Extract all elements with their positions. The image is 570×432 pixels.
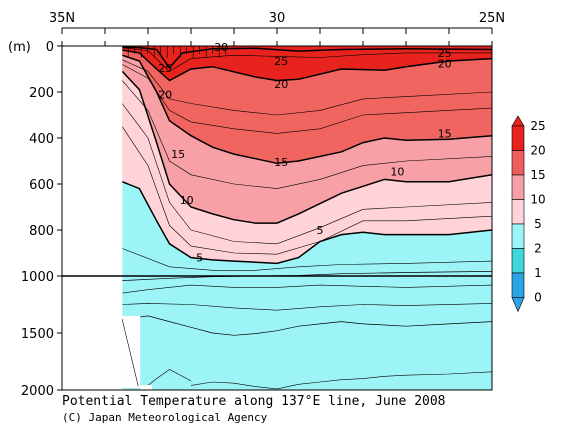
colorbar-label: 0 (534, 291, 542, 305)
contour-label: 5 (317, 224, 324, 237)
chart-credit: (C) Japan Meteorological Agency (62, 411, 268, 424)
contour-label: 15 (438, 127, 452, 140)
y-axis-unit: (m) (8, 40, 31, 55)
lat-tick-label: 30 (269, 11, 286, 26)
colorbar-label: 2 (534, 242, 542, 256)
chart-title: Potential Temperature along 137°E line, … (62, 394, 446, 409)
thin-isotherm-layer (121, 47, 492, 390)
depth-tick-label: 400 (29, 132, 54, 147)
depth-tick-label: 200 (29, 86, 54, 101)
colorbar-top-arrow (511, 115, 525, 127)
band-15-20 (122, 50, 492, 164)
colorbar-swatch (511, 174, 525, 200)
thin-isotherm (147, 369, 192, 386)
contour-label: 10 (180, 194, 194, 207)
temperature-fill-layer (122, 46, 492, 390)
thin-isotherm (122, 64, 492, 134)
no-data-notch (140, 385, 153, 390)
thin-isotherm (121, 80, 492, 189)
contour-label: 20 (438, 57, 452, 70)
isotherm-10 (121, 70, 492, 224)
isotherm-20 (122, 49, 492, 82)
thin-isotherm (122, 284, 492, 294)
depth-tick-label: 0 (46, 40, 54, 55)
colorbar-label: 10 (530, 193, 545, 207)
contour-label: 25 (438, 47, 452, 60)
colorbar-swatch (511, 272, 525, 298)
colorbar-label: 5 (534, 217, 542, 231)
no-data-left (62, 46, 123, 390)
colorbar-swatch (511, 199, 525, 225)
bottom-contour-slope (121, 319, 139, 387)
contour-label: 25 (274, 55, 288, 68)
depth-tick-label: 1000 (21, 270, 54, 285)
axes: 35N 30 25N 0 200 400 600 800 1000 1500 2000 (m) (8, 11, 505, 399)
isotherm-5 (121, 181, 492, 265)
contour-label: 15 (274, 156, 288, 169)
depth-tick-label: 2000 (21, 384, 54, 399)
colorbar-bottom-arrow (511, 297, 525, 313)
colorbar-label: 25 (530, 119, 545, 133)
contour-label: 20 (274, 78, 288, 91)
depth-tick-label: 800 (29, 224, 54, 239)
colorbar-label: 1 (534, 266, 542, 280)
depth-tick-label: 1500 (21, 327, 54, 342)
thin-isotherm (122, 47, 492, 72)
colorbar-swatch (511, 248, 525, 274)
colorbar-swatch (511, 150, 525, 176)
contour-label: 25 (158, 62, 172, 75)
isotherm-1 (122, 315, 492, 336)
contour-label: 30 (214, 41, 228, 54)
contour-label: 5 (196, 252, 203, 265)
contour-label: 15 (171, 148, 185, 161)
thin-isotherm (122, 303, 492, 311)
colorbar-label: 15 (530, 168, 545, 182)
thin-isotherm (121, 126, 492, 255)
colorbar-swatch (511, 223, 525, 249)
lat-tick-label: 35N (49, 11, 75, 26)
colorbar-swatch (511, 125, 525, 151)
thin-isotherm (122, 59, 492, 116)
thin-isotherm (122, 248, 492, 271)
contour-label: 20 (158, 88, 172, 101)
contour-label: 10 (390, 165, 404, 178)
depth-tick-label: 600 (29, 178, 54, 193)
no-data-mask (62, 46, 226, 390)
no-data-step (122, 315, 141, 388)
band-above-20 (122, 46, 492, 81)
isotherm-15 (121, 54, 492, 165)
lat-tick-label: 25N (479, 11, 505, 26)
thin-isotherm (190, 371, 492, 390)
thin-isotherm (121, 103, 492, 245)
colorbar-label: 20 (530, 144, 545, 158)
